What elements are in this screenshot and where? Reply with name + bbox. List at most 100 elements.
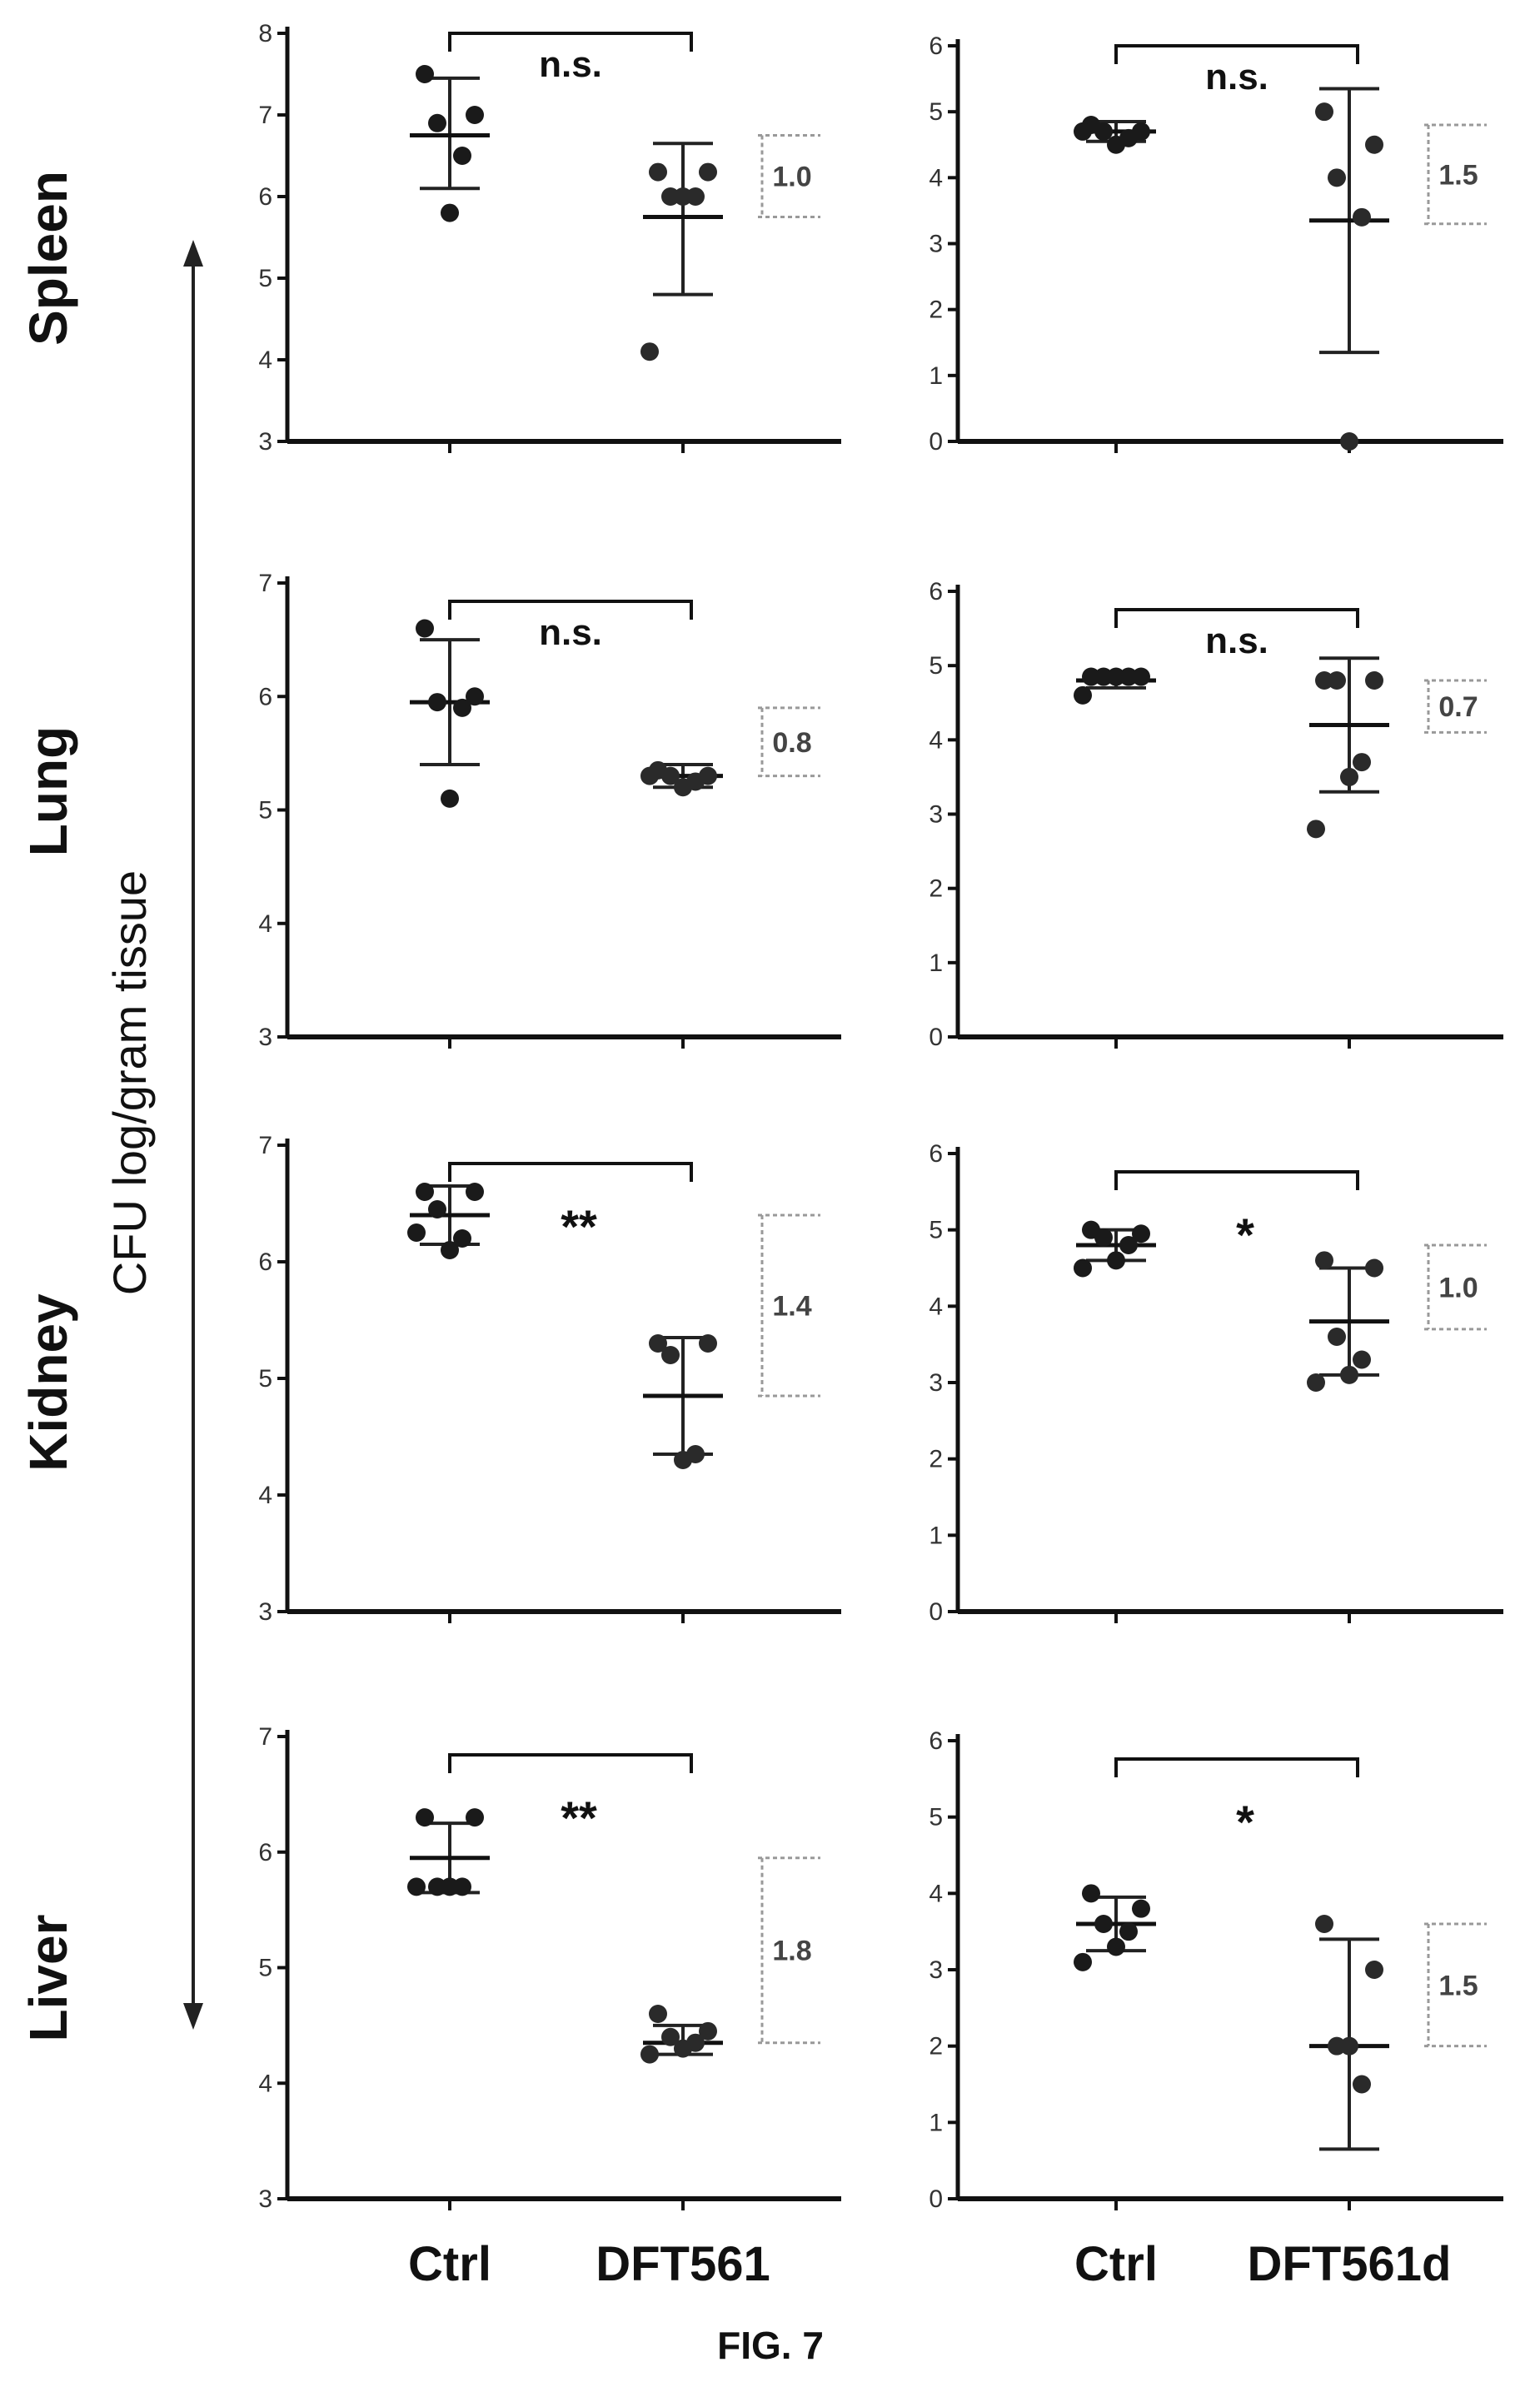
data-point-ctrl [1082, 1884, 1100, 1903]
data-point-dft561d [1365, 1961, 1383, 1979]
organ-label-lung: Lung [18, 726, 78, 856]
significance-bracket [448, 32, 693, 52]
significance-label: ** [561, 1200, 597, 1253]
y-tick-label: 6 [929, 1727, 943, 1755]
data-point-ctrl [1132, 1899, 1150, 1918]
y-tick-label: 5 [929, 652, 943, 680]
data-point-ctrl [441, 789, 459, 808]
panel-kidney-left: 3 4 5 6 7 ** 1.4 [258, 1132, 841, 1626]
x-label-left-ctrl: Ctrl [408, 2237, 491, 2291]
data-point-ctrl [453, 147, 471, 165]
data-point-dft561 [674, 778, 692, 797]
data-point-dft561 [661, 766, 680, 785]
data-point-dft561d [1365, 671, 1383, 690]
y-tick-label: 3 [258, 2185, 272, 2213]
data-point-dft561d [1315, 1251, 1333, 1270]
data-point-dft561d [1353, 2075, 1371, 2094]
data-point-ctrl [466, 106, 484, 124]
data-point-dft561 [661, 2027, 680, 2046]
y-tick-label: 1 [929, 1522, 943, 1549]
data-point-ctrl [1094, 1915, 1113, 1933]
data-point-dft561d [1365, 1258, 1383, 1278]
data-point-dft561d [1340, 1365, 1358, 1384]
y-tick-label: 3 [929, 231, 943, 258]
significance-label: * [1236, 1796, 1254, 1848]
y-tick-label: 6 [258, 1839, 272, 1866]
panel-spleen-right: 0 1 2 3 4 5 6 n.s. 1.5 [929, 32, 1503, 456]
y-tick-label: 6 [929, 578, 943, 605]
y-tick-label: 2 [929, 2033, 943, 2061]
y-tick-label: 2 [929, 297, 943, 324]
data-point-ctrl [1132, 1224, 1150, 1243]
organ-label-spleen: Spleen [18, 171, 78, 346]
data-point-dft561d [1340, 432, 1358, 451]
figure-caption: FIG. 7 [717, 2324, 824, 2367]
y-tick-label: 6 [258, 183, 272, 211]
y-axis-label: CFU log/gram tissue [103, 870, 156, 1295]
data-point-dft561d [1328, 1328, 1346, 1346]
data-point-ctrl [441, 1241, 459, 1259]
y-tick-label: 7 [258, 1132, 272, 1159]
y-tick-label: 7 [258, 102, 272, 129]
data-point-ctrl [1107, 667, 1125, 686]
significance-bracket [448, 1162, 693, 1182]
data-point-dft561d [1315, 102, 1333, 122]
data-point-ctrl [1119, 1236, 1138, 1254]
panel-liver-left: 3 4 5 6 7 ** 1.8 [258, 1723, 841, 2213]
y-tick-label: 0 [929, 1024, 943, 1051]
y-tick-label: 0 [929, 428, 943, 456]
data-point-ctrl [466, 1808, 484, 1827]
data-point-dft561 [699, 1334, 717, 1353]
data-point-ctrl [1107, 1251, 1125, 1270]
significance-bracket [1114, 1170, 1359, 1190]
y-tick-label: 3 [929, 801, 943, 829]
panel-lung-right: 0 1 2 3 4 5 6 n.s. 0.7 [929, 578, 1503, 1051]
difference-label: 1.5 [1438, 1970, 1478, 2001]
data-point-dft561d [1328, 671, 1346, 690]
y-tick-label: 0 [929, 1598, 943, 1626]
y-arrow-head-top [183, 240, 203, 267]
data-point-ctrl [453, 1229, 471, 1248]
data-point-ctrl [1094, 122, 1113, 141]
data-point-dft561d [1353, 753, 1371, 772]
y-tick-label: 4 [929, 164, 943, 192]
significance-bracket [1114, 608, 1359, 628]
y-tick-label: 3 [929, 1956, 943, 1984]
y-tick-label: 4 [258, 2070, 272, 2097]
y-tick-label: 3 [258, 1598, 272, 1626]
y-tick-label: 6 [258, 683, 272, 710]
data-point-dft561d [1307, 820, 1325, 839]
data-point-dft561 [674, 2039, 692, 2058]
data-point-dft561d [1353, 1350, 1371, 1369]
significance-label: ** [561, 1791, 597, 1844]
data-point-dft561 [649, 1334, 667, 1353]
data-point-ctrl [466, 1183, 484, 1201]
data-point-ctrl [428, 1200, 446, 1218]
data-point-dft561 [699, 2021, 717, 2041]
y-tick-label: 5 [258, 797, 272, 825]
y-tick-label: 1 [929, 362, 943, 390]
x-label-left-treatment: DFT561 [596, 2237, 770, 2291]
data-point-ctrl [466, 687, 484, 706]
significance-bracket [448, 600, 693, 620]
y-tick-label: 5 [258, 1365, 272, 1393]
y-tick-label: 4 [258, 346, 272, 374]
difference-label: 0.7 [1438, 691, 1478, 723]
data-point-ctrl [1119, 1922, 1138, 1941]
difference-label: 0.8 [772, 727, 811, 759]
data-point-ctrl [453, 698, 471, 717]
data-point-ctrl [1074, 1952, 1092, 1971]
y-tick-label: 3 [258, 1024, 272, 1051]
y-tick-label: 7 [258, 570, 272, 597]
chart-panels: 3 4 5 6 7 8 n.s. 1.0 0 1 2 3 4 5 6 n.s. 1.5 3 4 5 6 7 n.s. 0.8 0… [258, 20, 1503, 2213]
data-point-dft561d [1307, 1373, 1325, 1392]
significance-label: n.s. [539, 44, 602, 85]
difference-label: 1.5 [1438, 159, 1478, 191]
data-point-ctrl [416, 65, 434, 83]
data-point-ctrl [441, 203, 459, 222]
organ-label-kidney: Kidney [18, 1293, 78, 1472]
x-label-right-ctrl: Ctrl [1074, 2237, 1158, 2291]
data-point-ctrl [416, 1808, 434, 1827]
